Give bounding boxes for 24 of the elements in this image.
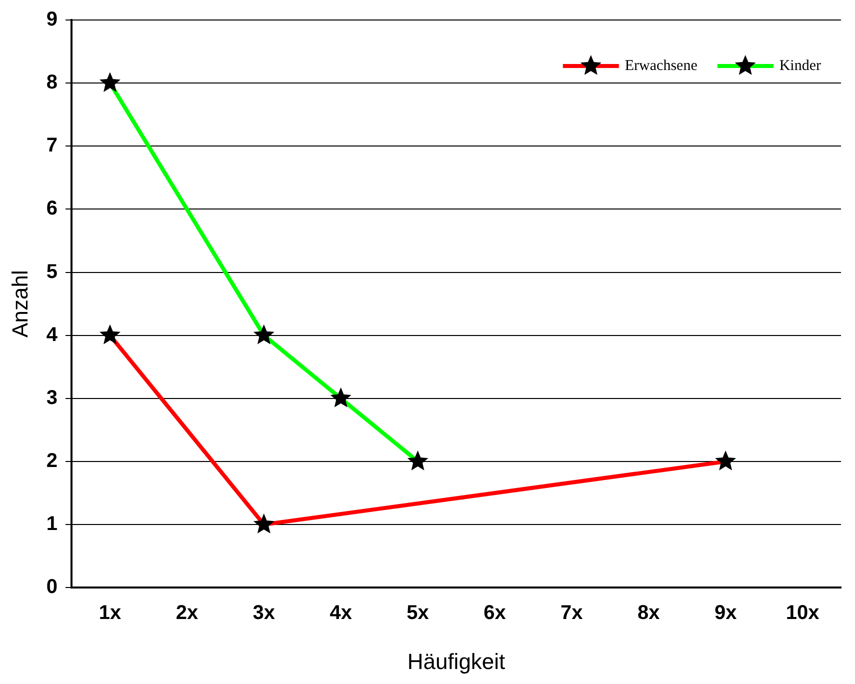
x-tick-label: 6x [484, 602, 506, 624]
y-tick-label: 4 [46, 324, 58, 346]
y-tick-label: 3 [46, 386, 58, 409]
y-tick-label: 6 [46, 198, 58, 220]
x-tick-label: 8x [638, 602, 660, 624]
y-tick-label: 9 [46, 8, 58, 31]
x-tick-label: 10x [786, 602, 820, 624]
x-tick-label: 5x [406, 602, 429, 624]
x-axis-title: Häufigkeit [407, 648, 506, 674]
x-tick-label: 7x [560, 602, 583, 624]
y-axis-title: Anzahl [7, 270, 32, 338]
x-tick-label: 9x [714, 602, 737, 624]
legend-label: Kinder [779, 58, 822, 74]
legend-label: Erwachsene [624, 58, 698, 74]
y-tick-label: 0 [46, 576, 58, 598]
x-tick-label: 1x [98, 602, 122, 624]
y-tick-label: 5 [46, 260, 58, 283]
x-tick-label: 2x [176, 602, 198, 624]
y-tick-label: 8 [46, 72, 58, 94]
y-tick-label: 2 [46, 450, 58, 472]
y-tick-label: 1 [46, 513, 58, 536]
y-tick-label: 7 [46, 134, 58, 157]
x-tick-label: 3x [252, 602, 276, 624]
x-tick-label: 4x [330, 602, 352, 624]
